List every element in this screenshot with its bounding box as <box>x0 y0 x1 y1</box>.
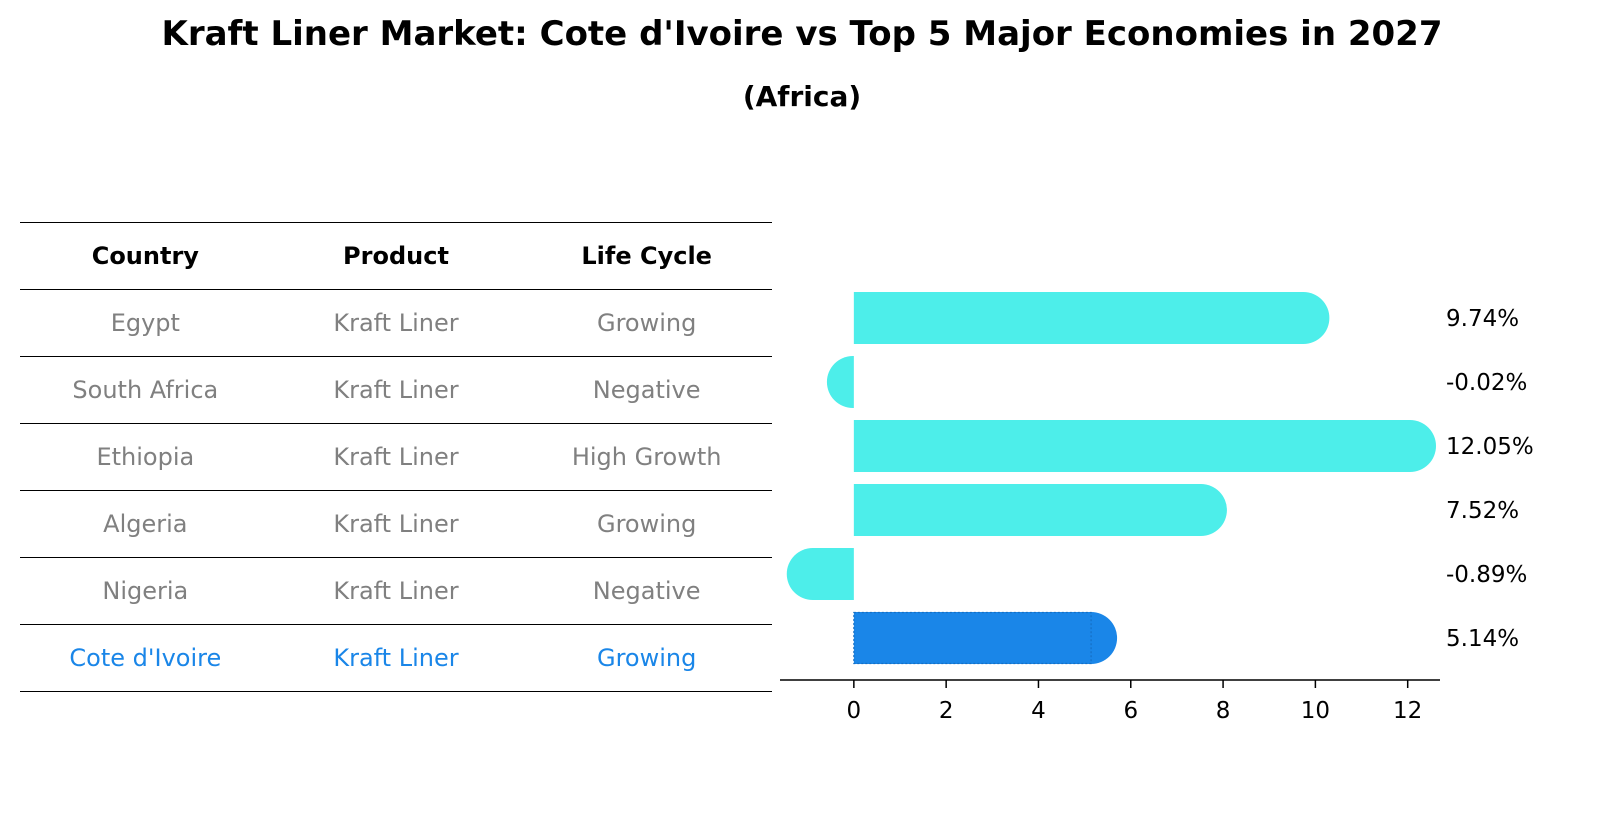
cell-life-cycle: Growing <box>521 289 772 357</box>
table-header: Country Product Life Cycle <box>20 222 772 290</box>
page-subtitle: (Africa) <box>742 80 862 113</box>
bar-nigeria <box>786 548 854 600</box>
table-body: Egypt Kraft Liner Growing South Africa K… <box>20 289 772 692</box>
table-row: Algeria Kraft Liner Growing <box>20 490 772 558</box>
cell-life-cycle: Growing <box>521 624 772 692</box>
value-label-south-africa: -0.02% <box>1446 370 1527 396</box>
data-table: Country Product Life Cycle Egypt Kraft L… <box>20 222 772 692</box>
page-title: Kraft Liner Market: Cote d'Ivoire vs Top… <box>161 14 1443 54</box>
bar-south-africa <box>826 356 854 408</box>
bars-group <box>786 292 1436 665</box>
value-label-cote-d-ivoire: 5.14% <box>1446 626 1519 652</box>
header-product: Product <box>270 222 522 290</box>
table-row: Egypt Kraft Liner Growing <box>20 289 772 357</box>
table-header-row: Country Product Life Cycle <box>20 222 772 290</box>
x-tick-label: 10 <box>1301 698 1330 724</box>
cell-country: Nigeria <box>20 557 271 625</box>
cell-product: Kraft Liner <box>270 624 522 692</box>
cell-product: Kraft Liner <box>270 356 522 424</box>
cell-product: Kraft Liner <box>270 289 522 357</box>
bar-algeria <box>853 484 1227 536</box>
table-row: Nigeria Kraft Liner Negative <box>20 557 772 625</box>
x-tick-label: 4 <box>1031 698 1046 724</box>
cell-country: Cote d'Ivoire <box>20 624 271 692</box>
value-label-ethiopia: 12.05% <box>1446 434 1534 460</box>
cell-life-cycle: Negative <box>521 356 772 424</box>
cell-product: Kraft Liner <box>270 490 522 558</box>
table-row: South Africa Kraft Liner Negative <box>20 356 772 424</box>
x-axis: 0 2 4 6 8 10 12 <box>780 679 1440 724</box>
value-label-egypt: 9.74% <box>1446 306 1519 332</box>
bar-ethiopia <box>853 420 1436 472</box>
table-row: Ethiopia Kraft Liner High Growth <box>20 423 772 491</box>
header-country: Country <box>20 222 271 290</box>
x-tick-label: 0 <box>847 698 862 724</box>
cell-country: Ethiopia <box>20 423 271 491</box>
cell-product: Kraft Liner <box>270 557 522 625</box>
cell-country: Algeria <box>20 490 271 558</box>
value-label-algeria: 7.52% <box>1446 498 1519 524</box>
header-life-cycle: Life Cycle <box>521 222 772 290</box>
table-row-highlighted: Cote d'Ivoire Kraft Liner Growing <box>20 624 772 692</box>
cell-product: Kraft Liner <box>270 423 522 491</box>
bar-cote-d-ivoire <box>853 612 1118 664</box>
x-tick-label: 8 <box>1216 698 1231 724</box>
cell-country: South Africa <box>20 356 271 424</box>
value-labels-group: 9.74% -0.02% 12.05% 7.52% -0.89% 5.14% <box>1446 306 1534 652</box>
cell-country: Egypt <box>20 289 271 357</box>
x-tick-label: 12 <box>1393 698 1422 724</box>
x-tick-label: 2 <box>939 698 954 724</box>
bar-egypt <box>853 292 1330 344</box>
x-tick-label: 6 <box>1123 698 1138 724</box>
cell-life-cycle: Growing <box>521 490 772 558</box>
growth-bar-chart: 9.74% -0.02% 12.05% 7.52% -0.89% 5.14% 0 2 4 6 8 1… <box>780 292 1534 724</box>
cell-life-cycle: High Growth <box>521 423 772 491</box>
cell-life-cycle: Negative <box>521 557 772 625</box>
value-label-nigeria: -0.89% <box>1446 562 1527 588</box>
